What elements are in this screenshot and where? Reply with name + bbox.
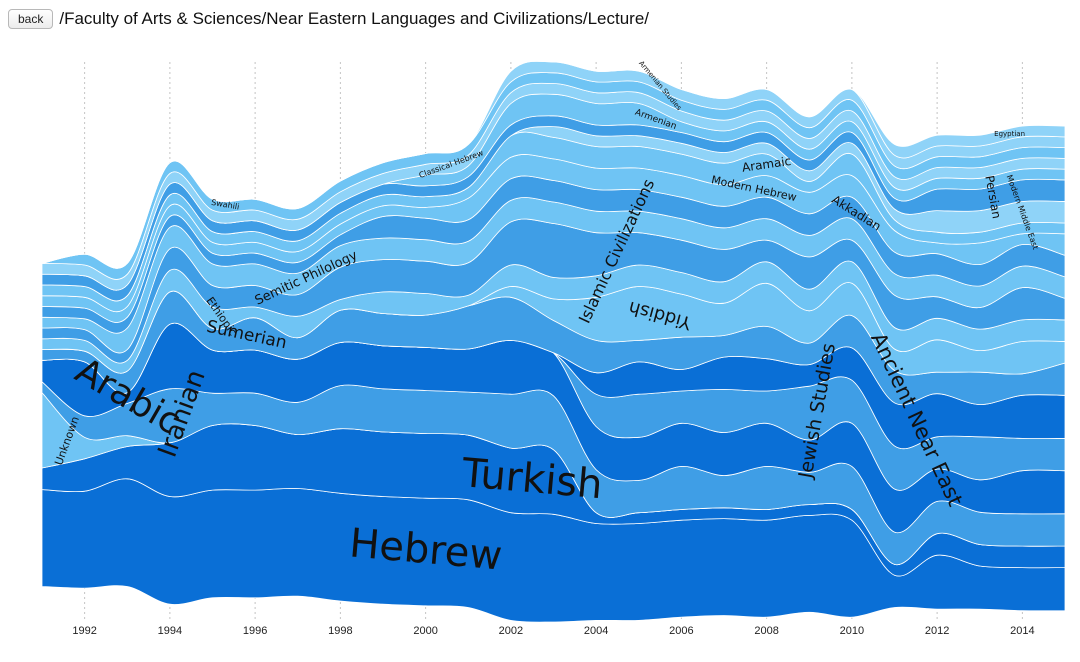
x-tick-2004: 2004: [584, 625, 608, 637]
x-tick-2002: 2002: [499, 625, 523, 637]
streams: [41, 60, 1066, 623]
x-tick-2010: 2010: [840, 625, 864, 637]
x-tick-2008: 2008: [754, 625, 778, 637]
x-tick-2014: 2014: [1010, 625, 1034, 637]
page-header: back /Faculty of Arts & Sciences/Near Ea…: [8, 6, 649, 32]
x-tick-2000: 2000: [413, 625, 437, 637]
label-aramaic: Aramaic: [741, 154, 792, 175]
breadcrumb: /Faculty of Arts & Sciences/Near Eastern…: [59, 9, 649, 28]
x-tick-1992: 1992: [72, 625, 96, 637]
x-tick-1998: 1998: [328, 625, 352, 637]
x-tick-1996: 1996: [243, 625, 267, 637]
stream-egyptian[interactable]: [41, 60, 1066, 269]
x-tick-1994: 1994: [158, 625, 182, 637]
x-tick-2012: 2012: [925, 625, 949, 637]
x-tick-2006: 2006: [669, 625, 693, 637]
label-egyptian: Egyptian: [994, 130, 1025, 138]
x-axis: 1992 1994 1996 1998 2000 2002 2004 2006 2008 2010…: [72, 625, 1034, 637]
back-button[interactable]: back: [8, 9, 54, 29]
